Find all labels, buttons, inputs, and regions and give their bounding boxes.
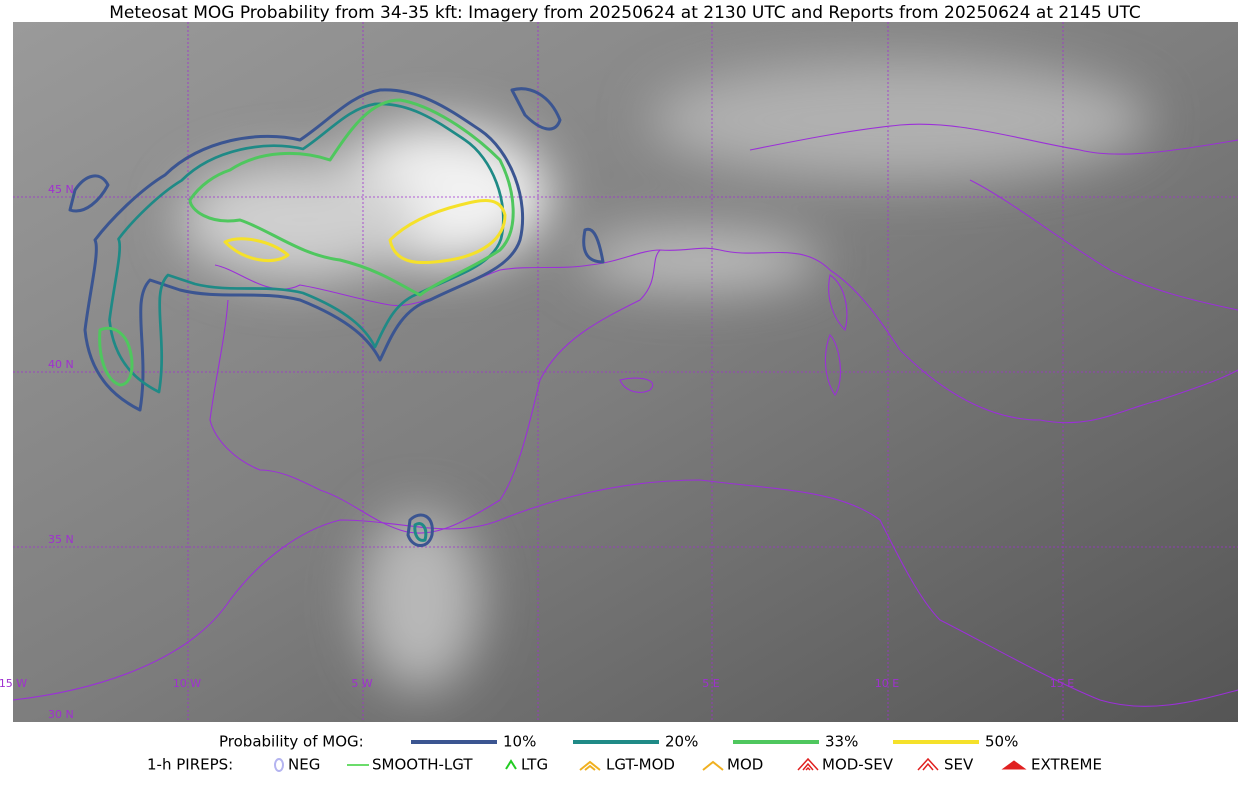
legend-label: LTG — [521, 756, 548, 774]
pirep-icon — [274, 758, 284, 772]
legend: Probability of MOG: 10% 20% 33% 50% 1-h PIREP… — [147, 733, 1102, 774]
legend-title: 1-h PIREPS: — [147, 756, 233, 774]
lon-label: 15 E — [1050, 677, 1074, 690]
lon-label: 15 W — [0, 677, 27, 690]
contour — [510, 87, 562, 131]
pirep-icon — [702, 760, 724, 771]
legend-label: LGT-MOD — [606, 756, 675, 774]
legend-label: EXTREME — [1031, 756, 1102, 774]
contour — [108, 102, 505, 394]
legend-label: MOD — [727, 756, 763, 774]
contour — [68, 174, 110, 213]
map-area — [13, 22, 1238, 722]
legend-label: 10% — [503, 733, 536, 751]
pirep-icon — [797, 757, 819, 771]
lon-label: 5 E — [702, 677, 719, 690]
legend-label: SMOOTH-LGT — [372, 756, 473, 774]
contour — [98, 326, 134, 387]
legend-label: 33% — [825, 733, 858, 751]
legend-label: MOD-SEV — [822, 756, 894, 774]
contour — [406, 513, 434, 547]
pirep-icon — [917, 757, 939, 771]
contour — [413, 522, 428, 542]
legend-label: 20% — [665, 733, 698, 751]
grid-lines — [13, 22, 1238, 722]
pirep-icon — [1001, 760, 1027, 770]
lat-label: 35 N — [48, 533, 74, 546]
contour — [223, 237, 290, 263]
lon-label: 5 W — [351, 677, 372, 690]
lat-label: 45 N — [48, 183, 74, 196]
geo-labels: 45 N 40 N 35 N 30 N 15 W 10 W 5 W 5 E 10 E 15 E — [0, 183, 1074, 721]
lon-label: 10 W — [173, 677, 201, 690]
contour — [188, 98, 515, 297]
legend-title: Probability of MOG: — [219, 733, 364, 751]
pirep-icon — [505, 759, 517, 770]
lon-label: 10 E — [875, 677, 899, 690]
contour — [83, 88, 525, 412]
probability-contours — [68, 87, 605, 547]
map-title: Meteosat MOG Probability from 34-35 kft:… — [109, 3, 1141, 23]
legend-label: SEV — [944, 756, 974, 774]
cloud-features — [180, 60, 1150, 690]
contour — [388, 199, 507, 265]
contour — [582, 227, 605, 264]
lat-label: 30 N — [48, 708, 74, 721]
legend-label: NEG — [288, 756, 320, 774]
legend-label: 50% — [985, 733, 1018, 751]
lat-label: 40 N — [48, 358, 74, 371]
pirep-icon — [579, 760, 601, 771]
